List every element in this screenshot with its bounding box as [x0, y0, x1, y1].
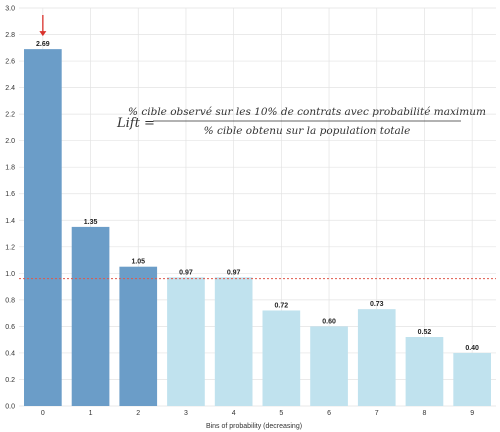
x-tick-label-8: 8	[422, 410, 426, 417]
x-tick-label-6: 6	[327, 410, 331, 417]
formula-denominator: % cible obtenu sur la population totale	[204, 125, 411, 137]
y-tick-labels: 0.0 0.2 0.4 0.6 0.8 1.0 1.2 1.4 1.6 1.8 2.0 2.2 2.4 2…	[5, 6, 15, 411]
bar-3	[167, 277, 205, 406]
arrow-head	[39, 31, 47, 37]
y-tick-label: 3.0	[5, 6, 15, 13]
y-tick-label: 2.2	[5, 112, 15, 119]
data-label-5: 0.72	[275, 302, 289, 309]
bars-layer	[24, 49, 491, 406]
x-tick-label-3: 3	[184, 410, 188, 417]
x-axis-title: Bins of probability (decreasing)	[206, 423, 302, 430]
bar-1	[71, 226, 110, 406]
arrow-layer	[39, 15, 47, 37]
data-labels: 2.69 1.35 1.05 0.97 0.97 0.72 0.60 0.73 0.52 0.40	[36, 41, 479, 352]
y-tick-label: 1.0	[5, 271, 15, 278]
data-label-4: 0.97	[227, 269, 241, 276]
bar-4	[214, 277, 253, 406]
data-label-0: 2.69	[36, 41, 50, 48]
y-tick-label: 1.8	[5, 165, 15, 172]
y-tick-label: 0.0	[5, 404, 15, 411]
y-tick-label: 0.4	[5, 350, 15, 357]
data-label-7: 0.73	[370, 301, 384, 308]
x-tick-label-5: 5	[279, 410, 283, 417]
y-tick-label: 0.8	[5, 297, 15, 304]
y-tick-label: 2.8	[5, 32, 15, 39]
x-tick-label-1: 1	[89, 410, 93, 417]
data-label-6: 0.60	[322, 318, 336, 325]
x-tick-label-2: 2	[136, 410, 140, 417]
bar-2	[119, 266, 158, 406]
x-tick-labels: 0 1 2 3 4 5 6 7 8 9	[41, 410, 474, 417]
data-label-8: 0.52	[418, 329, 432, 336]
bar-8	[405, 337, 444, 406]
data-label-3: 0.97	[179, 269, 193, 276]
y-tick-label: 1.4	[5, 218, 15, 225]
data-label-9: 0.40	[465, 345, 479, 352]
y-tick-label: 0.2	[5, 377, 15, 384]
y-tick-label: 0.6	[5, 324, 15, 331]
bar-6	[310, 326, 348, 406]
bar-5	[262, 310, 301, 406]
y-tick-label: 1.2	[5, 244, 15, 251]
x-tick-label-9: 9	[470, 410, 474, 417]
y-tick-label: 2.6	[5, 59, 15, 66]
lift-formula: Lift = % cible observé sur les 10% de co…	[116, 106, 486, 137]
y-tick-label: 2.4	[5, 85, 15, 92]
y-tick-label: 2.0	[5, 138, 15, 145]
bar-7	[357, 309, 396, 406]
formula-lhs: Lift =	[116, 116, 155, 131]
formula-numerator: % cible observé sur les 10% de contrats …	[128, 106, 486, 118]
x-tick-label-4: 4	[232, 410, 236, 417]
x-tick-label-7: 7	[375, 410, 379, 417]
data-label-2: 1.05	[131, 259, 145, 266]
data-label-1: 1.35	[84, 219, 98, 226]
x-tick-label-0: 0	[41, 410, 45, 417]
bar-9	[453, 352, 491, 406]
y-tick-label: 1.6	[5, 191, 15, 198]
bar-0	[24, 49, 62, 406]
